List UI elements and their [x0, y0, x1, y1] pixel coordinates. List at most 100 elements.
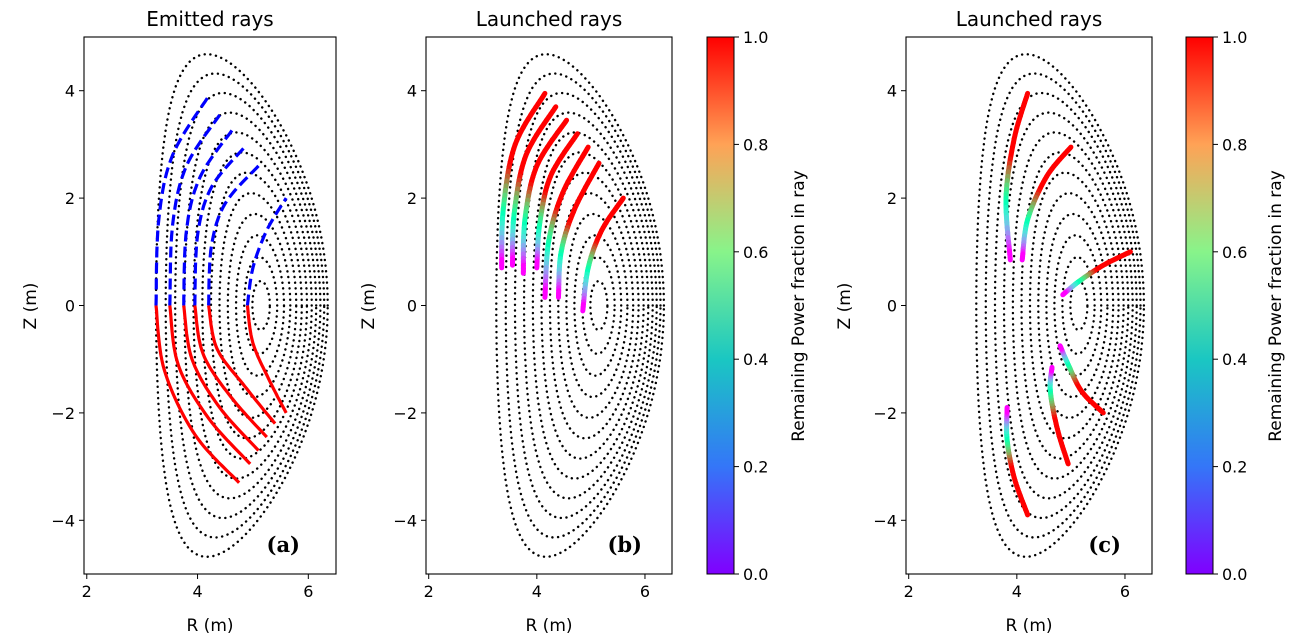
y-tick-label: 0	[887, 297, 897, 316]
ray-series	[1004, 405, 1031, 518]
y-tick-label: 2	[407, 189, 417, 208]
axis-ticks: 2 4 6 −4 −2 0 2 4	[393, 82, 650, 601]
x-tick-label: 6	[640, 582, 650, 601]
flux-surface	[1061, 256, 1096, 355]
ray-series	[1003, 90, 1031, 263]
flux-surface	[1002, 111, 1134, 500]
flux-surface	[226, 212, 292, 399]
ray-series	[580, 195, 626, 314]
y-tick-label: 0	[65, 297, 75, 316]
ray-series	[520, 117, 570, 276]
y-tick-label: 4	[65, 82, 75, 101]
x-tick-label: 6	[1120, 582, 1130, 601]
ray-series	[182, 305, 260, 452]
panel-c: Launched rays R (m) Z (m) (c) 2 4 6 −4 −2 0 2 4	[835, 7, 1153, 636]
colorbar-ticks: 0.0 0.2 0.4 0.6 0.8 1.0	[1213, 28, 1247, 584]
flux-surface	[201, 151, 309, 460]
x-axis-label: R (m)	[186, 616, 233, 636]
ray-segment	[1060, 291, 1066, 298]
ray-series	[245, 305, 288, 414]
y-tick-label: −2	[51, 404, 75, 423]
ray-series	[499, 90, 548, 271]
colorbar-gradient	[1185, 36, 1214, 575]
colorbar-tick-label: 0.4	[1222, 350, 1247, 369]
y-tick-label: −4	[51, 511, 75, 530]
flux-surface	[234, 234, 286, 377]
y-tick-label: 4	[887, 82, 897, 101]
ray-series	[168, 113, 222, 306]
x-tick-label: 4	[532, 582, 542, 601]
flux-surface	[540, 151, 645, 460]
plot-area	[975, 52, 1146, 559]
flux-surface	[522, 111, 654, 500]
ray-series	[193, 146, 246, 306]
panel-annotation: (b)	[607, 532, 642, 557]
panel-title: Emitted rays	[146, 7, 273, 31]
x-tick-label: 4	[1012, 582, 1022, 601]
plot-area	[495, 52, 666, 559]
flux-surface	[573, 234, 623, 377]
colorbar-label: Remaining Power fraction in ray	[789, 170, 809, 442]
ray-series	[1047, 364, 1071, 467]
ray-series	[245, 197, 288, 306]
ray-series	[207, 164, 260, 306]
panel-b: Launched rays R (m) Z (m) (b) 2 4 6 −4 −2 0 2 4	[359, 7, 673, 636]
colorbar-gradient	[706, 36, 735, 575]
ray-series	[154, 305, 241, 484]
flux-surface	[164, 72, 326, 539]
colorbar-tick-label: 0.2	[743, 458, 768, 477]
x-axis-label: R (m)	[1005, 616, 1052, 636]
colorbar-label: Remaining Power fraction in ray	[1266, 170, 1286, 442]
colorbar-b: 0.0 0.2 0.4 0.6 0.8 1.0 Remaining Power fract…	[706, 28, 809, 584]
y-tick-label: 0	[407, 297, 417, 316]
ray-series	[556, 160, 602, 300]
flux-surface	[154, 52, 329, 559]
flux-surface	[1053, 234, 1103, 377]
panel-annotation: (a)	[267, 532, 300, 557]
ray-series	[534, 131, 580, 271]
ray-series	[542, 144, 591, 300]
y-axis-label: Z (m)	[359, 283, 379, 330]
flux-surface	[589, 280, 609, 331]
flux-surface	[1045, 212, 1109, 399]
flux-surface	[548, 171, 640, 440]
ray-series	[1060, 249, 1133, 298]
flux-surface	[565, 212, 629, 399]
colorbar-tick-label: 1.0	[743, 28, 768, 47]
x-tick-label: 4	[192, 582, 202, 601]
axis-ticks: 2 4 6 −4 −2 0 2 4	[873, 82, 1130, 601]
colorbar-tick-label: 0.8	[743, 135, 768, 154]
colorbar-c: 0.0 0.2 0.4 0.6 0.8 1.0 Remaining Power fract…	[1185, 28, 1286, 584]
colorbar-tick-label: 0.0	[1222, 565, 1247, 584]
colorbar-ticks: 0.0 0.2 0.4 0.6 0.8 1.0	[734, 28, 768, 584]
x-tick-label: 2	[82, 582, 92, 601]
flux-surface	[513, 91, 658, 520]
flux-surface	[993, 91, 1138, 520]
flux-surface	[975, 52, 1146, 559]
colorbar-tick-label: 0.6	[743, 243, 768, 262]
ray-series	[193, 305, 268, 439]
panel-title: Launched rays	[956, 7, 1103, 31]
colorbar-tick-label: 0.2	[1222, 458, 1247, 477]
y-tick-label: 2	[65, 189, 75, 208]
y-axis-label: Z (m)	[835, 283, 855, 330]
x-axis-label: R (m)	[525, 616, 572, 636]
flux-surface	[218, 191, 298, 420]
x-tick-label: 2	[424, 582, 434, 601]
flux-surface	[183, 111, 318, 500]
y-tick-label: −4	[873, 511, 897, 530]
ray-series	[154, 95, 210, 306]
y-tick-label: −2	[873, 404, 897, 423]
colorbar-tick-label: 1.0	[1222, 28, 1247, 47]
ray-series	[510, 104, 559, 268]
y-tick-label: −4	[393, 511, 417, 530]
colorbar-tick-label: 0.8	[1222, 135, 1247, 154]
flux-surface	[192, 131, 313, 480]
flux-surface	[1028, 171, 1120, 440]
colorbar-tick-label: 0.6	[1222, 243, 1247, 262]
ray-series	[168, 305, 252, 466]
panel-title: Launched rays	[476, 7, 623, 31]
axis-ticks: 2 4 6 −4 −2 0 2 4	[51, 82, 313, 601]
y-tick-label: 2	[887, 189, 897, 208]
